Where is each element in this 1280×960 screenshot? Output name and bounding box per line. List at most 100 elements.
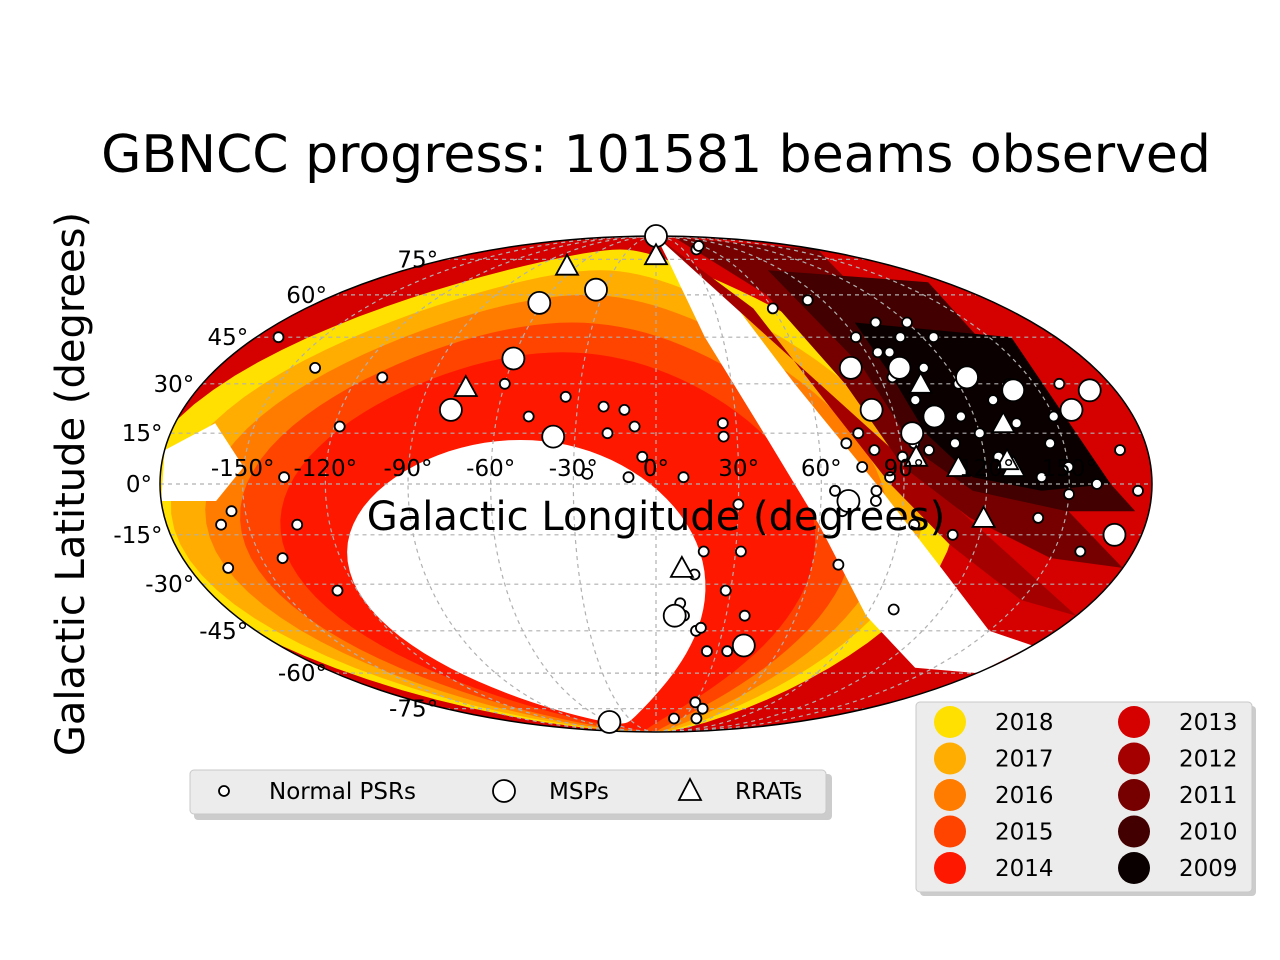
rrat-point	[994, 447, 1020, 471]
normal-psr-point	[689, 696, 702, 709]
normal-psr-point	[716, 417, 729, 430]
normal-psr-point	[695, 621, 707, 634]
year-legend-label: 2013	[1179, 710, 1238, 736]
year-legend-label: 2015	[995, 820, 1054, 846]
normal-psr-point	[732, 498, 745, 511]
normal-psr-point	[1035, 471, 1048, 484]
legend-marker-normal-psr	[218, 785, 230, 797]
x-tick-label: -150°	[211, 456, 275, 482]
msp-point	[1001, 378, 1026, 403]
source-legend-label: RRATs	[735, 779, 802, 805]
msp-point	[527, 290, 552, 315]
normal-psr-point	[636, 450, 649, 463]
year-legend-swatch	[1118, 852, 1150, 884]
normal-psr-point	[222, 562, 235, 574]
normal-psr-point	[909, 394, 922, 407]
normal-psr-point	[871, 346, 884, 359]
year-legend-label: 2010	[1179, 820, 1238, 846]
msp-point	[438, 397, 463, 422]
rrat-point	[669, 555, 695, 578]
unobserved-swath	[656, 236, 1033, 674]
x-tick-label: -90°	[383, 456, 432, 482]
msp-point	[1077, 378, 1102, 403]
normal-psr-point	[766, 302, 779, 315]
year-legend-label: 2011	[1179, 783, 1238, 809]
msp-point	[1059, 397, 1084, 422]
normal-psr-point	[852, 427, 865, 440]
normal-psr-point	[738, 609, 751, 622]
normal-psr-point	[215, 518, 228, 531]
normal-psr-point	[559, 390, 572, 403]
legend-marker-rrat	[677, 777, 703, 801]
normal-psr-point	[225, 505, 238, 518]
normal-psr-point	[696, 702, 709, 715]
y-tick-label: 0°	[126, 472, 152, 498]
normal-psr-point	[1063, 488, 1075, 501]
map-area	[160, 236, 1152, 732]
normal-psr-point	[1062, 461, 1075, 473]
normal-psr-point	[701, 645, 713, 658]
normal-psr-point	[1132, 484, 1144, 497]
x-tick-label: -120°	[293, 456, 357, 482]
normal-psr-point	[719, 584, 732, 597]
msp-point	[887, 355, 912, 380]
msp-point	[662, 603, 687, 628]
normal-psr-point	[887, 603, 900, 616]
normal-psr-point	[721, 645, 734, 658]
msp-point	[731, 633, 756, 658]
year-legend-swatch	[934, 706, 966, 738]
x-tick-label: 150°	[1042, 456, 1097, 482]
unobserved-region	[347, 440, 706, 724]
year-legend-label: 2016	[995, 783, 1054, 809]
normal-psr-point	[597, 400, 610, 413]
normal-psr-point	[923, 444, 935, 457]
gridline-lon	[655, 236, 1070, 732]
x-tick-label: 90°	[884, 456, 925, 482]
msp-point	[836, 489, 861, 513]
normal-psr-point	[333, 420, 346, 433]
normal-psr-point	[908, 518, 921, 531]
normal-psr-point	[1044, 437, 1056, 450]
y-tick-label: -75°	[389, 697, 438, 723]
source-legend-label: Normal PSRs	[269, 779, 416, 805]
year-legend: 2018 2017 2016 2015 2014 2013 2012 2011 2010 2009	[915, 701, 1256, 896]
normal-psr-point	[901, 316, 913, 329]
year-legend-label: 2014	[995, 856, 1054, 882]
normal-psr-point	[1091, 478, 1103, 490]
year-legend-label: 2017	[995, 747, 1054, 773]
msp-point	[584, 277, 608, 302]
y-tick-label: 75°	[397, 247, 438, 273]
normal-psr-point	[840, 437, 853, 450]
normal-psr-point	[278, 471, 291, 484]
unobserved-edge	[161, 423, 244, 501]
msp-point	[859, 397, 884, 422]
x-tick-label: 60°	[801, 456, 842, 482]
x-tick-label: -60°	[466, 456, 515, 482]
normal-psr-point	[618, 403, 631, 416]
y-tick-label: -45°	[199, 619, 248, 645]
legend-marker-msp	[492, 779, 516, 803]
normal-psr-point	[276, 552, 289, 564]
normal-psr-point	[896, 450, 909, 463]
x-axis-label: Galactic Longitude (degrees)	[367, 494, 946, 540]
y-tick-label: -15°	[113, 523, 162, 549]
normal-psr-point	[973, 427, 986, 440]
rrat-point	[643, 242, 669, 266]
normal-psr-point	[955, 410, 967, 423]
msp-point	[838, 355, 863, 380]
normal-psr-point	[850, 331, 862, 344]
normal-psr-point	[291, 518, 304, 531]
normal-psr-point	[628, 420, 641, 433]
msp-point	[1102, 522, 1127, 547]
rrat-point	[945, 454, 971, 477]
normal-psr-point	[801, 294, 814, 307]
normal-psr-point	[869, 316, 882, 329]
msp-point	[541, 424, 566, 449]
normal-psr-point	[1053, 377, 1066, 390]
year-legend-swatch	[934, 742, 966, 775]
normal-psr-point	[331, 584, 344, 597]
rrat-point	[908, 370, 934, 394]
normal-psr-point	[832, 558, 845, 571]
coverage-band-2012	[656, 236, 1077, 616]
normal-psr-point	[677, 471, 690, 484]
